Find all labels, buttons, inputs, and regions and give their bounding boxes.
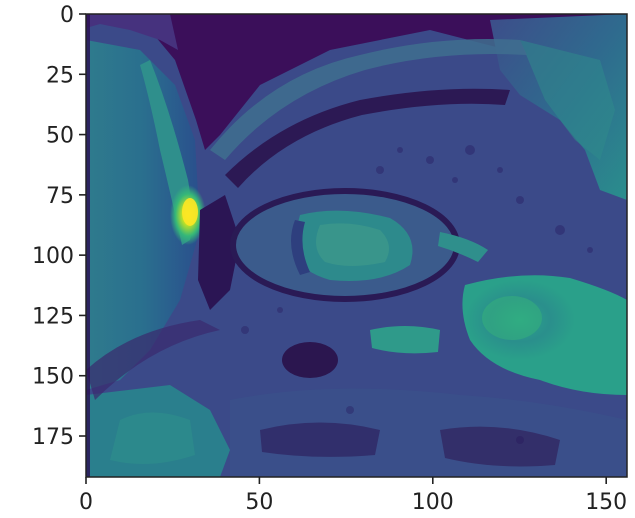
x-tick-label: 0 — [79, 490, 93, 515]
y-axis: 0 25 50 75 100 125 150 175 — [32, 3, 86, 450]
x-tick-label: 100 — [412, 490, 454, 515]
y-tick-label: 125 — [32, 304, 74, 329]
y-tick-label: 25 — [46, 63, 74, 88]
y-tick-label: 150 — [32, 365, 74, 390]
y-tick-label: 0 — [60, 3, 74, 28]
x-tick-label: 50 — [245, 490, 273, 515]
y-tick-label: 75 — [46, 184, 74, 209]
y-tick-label: 50 — [46, 124, 74, 149]
plot-frame — [85, 13, 628, 478]
mri-image — [86, 14, 627, 477]
y-tick-label: 175 — [32, 425, 74, 450]
x-tick-label: 150 — [585, 490, 627, 515]
y-tick-label: 100 — [32, 244, 74, 269]
x-axis: 0 50 100 150 — [79, 477, 627, 515]
